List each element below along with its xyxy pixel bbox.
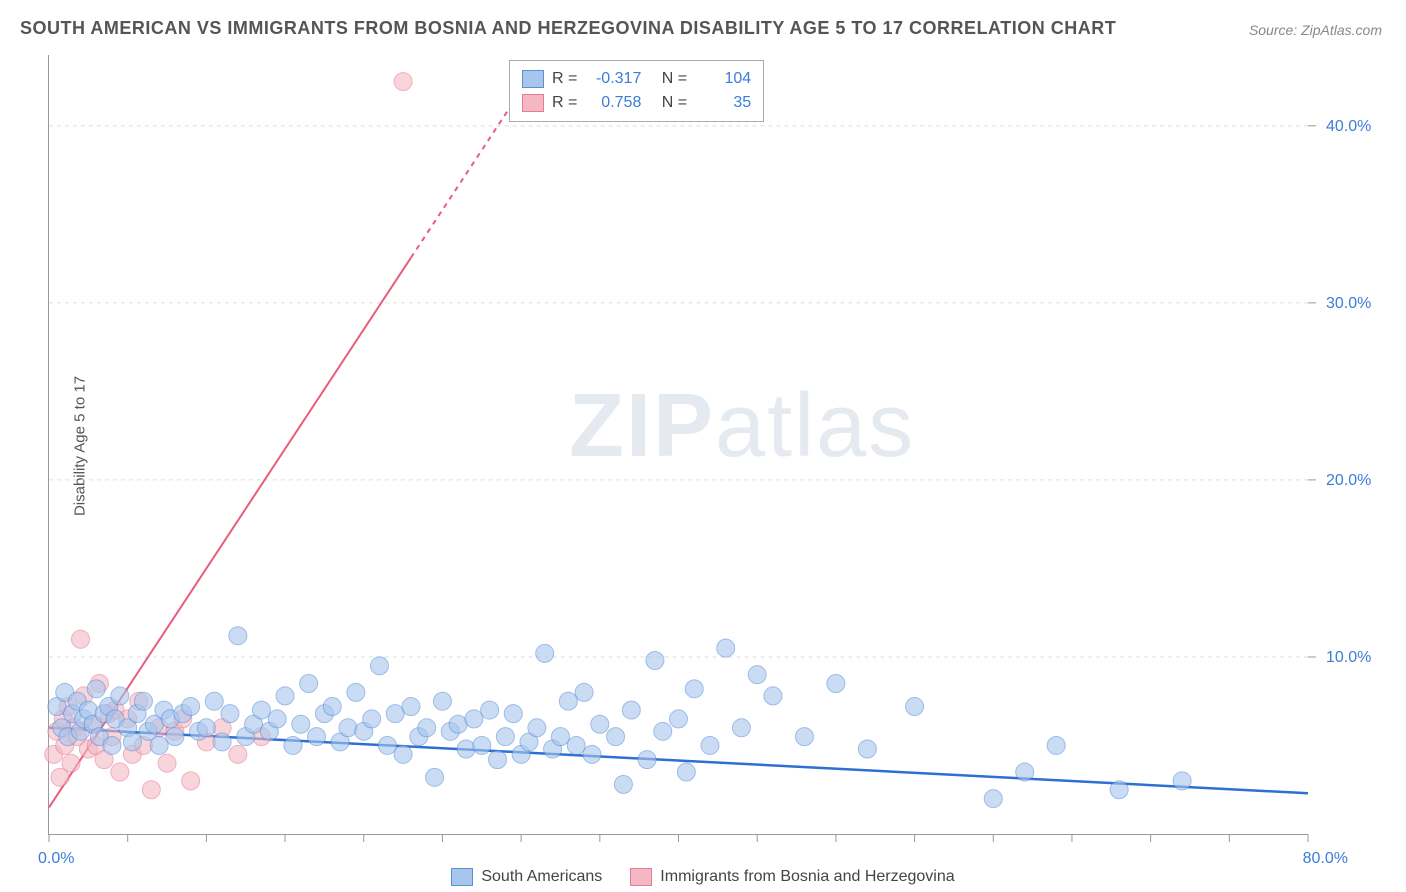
legend-label: South Americans [481,868,602,886]
r-label: R = [552,91,577,115]
bottom-legend: South Americans Immigrants from Bosnia a… [0,868,1406,886]
r-value: -0.317 [585,67,641,91]
stats-row: R = 0.758 N = 35 [522,91,751,115]
svg-text:20.0%: 20.0% [1326,472,1371,489]
swatch-pink [630,868,652,886]
swatch-blue [451,868,473,886]
r-label: R = [552,67,577,91]
legend-item: Immigrants from Bosnia and Herzegovina [630,868,954,886]
n-value: 35 [695,91,751,115]
stats-legend: R = -0.317 N = 104 R = 0.758 N = 35 [509,60,764,122]
plot-svg: 10.0%20.0%30.0%40.0% [49,55,1308,834]
svg-text:30.0%: 30.0% [1326,295,1371,312]
source-attribution: Source: ZipAtlas.com [1249,22,1382,38]
legend-label: Immigrants from Bosnia and Herzegovina [660,868,954,886]
source-value: ZipAtlas.com [1301,22,1382,38]
r-value: 0.758 [585,91,641,115]
source-label: Source: [1249,22,1297,38]
plot-area: ZIPatlas 10.0%20.0%30.0%40.0% R = -0.317… [48,55,1308,835]
chart-title: SOUTH AMERICAN VS IMMIGRANTS FROM BOSNIA… [20,18,1116,39]
n-label: N = [662,91,687,115]
svg-text:40.0%: 40.0% [1326,118,1371,135]
x-axis-min-label: 0.0% [38,850,74,868]
swatch-blue [522,70,544,88]
x-axis-max-label: 80.0% [1303,850,1348,868]
n-label: N = [662,67,687,91]
n-value: 104 [695,67,751,91]
swatch-pink [522,94,544,112]
legend-item: South Americans [451,868,602,886]
stats-row: R = -0.317 N = 104 [522,67,751,91]
svg-text:10.0%: 10.0% [1326,649,1371,666]
